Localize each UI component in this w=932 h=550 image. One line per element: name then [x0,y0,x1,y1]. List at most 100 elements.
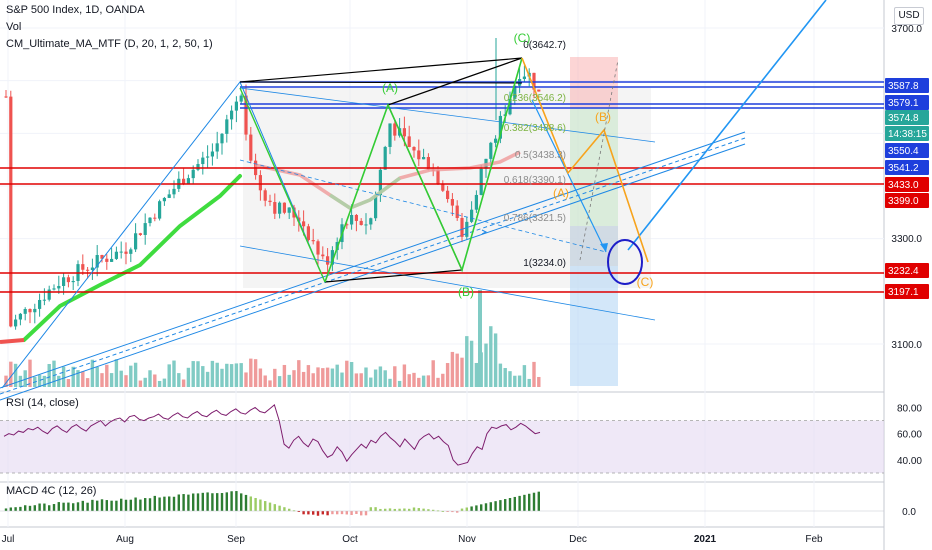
candle-body [206,156,210,158]
volume-bar [354,373,359,387]
candle-body [302,221,306,227]
channel-line [0,131,746,389]
volume-bar [431,360,435,387]
macd-bar [278,505,281,511]
ma-line [329,176,402,210]
volume-bar [37,374,42,387]
volume-bar [162,378,167,387]
candle-body [230,110,234,120]
candle-body [9,96,13,327]
fib-diagonal [579,59,619,261]
macd-bar [76,502,80,511]
candle-body [441,184,445,191]
macd-bar [139,499,142,511]
macd-bar [96,500,99,511]
macd-bar [158,497,161,511]
macd-bar [144,498,147,511]
macd-bar [513,496,516,511]
volume-bar [268,380,272,387]
volume-bar [421,375,426,387]
channel-line [239,245,656,321]
volume-bar [119,370,123,387]
macd-bar [4,508,8,511]
volume-bar [402,364,407,387]
drawings [0,0,884,401]
macd-bar [57,502,60,511]
macd-bar [259,499,262,511]
candle-body [422,157,426,160]
candle-body [23,309,27,314]
time-tick: 2021 [694,534,717,545]
macd-bar [244,494,248,511]
candle-body [374,195,378,219]
projection-arrow [531,99,607,253]
macd-bar [9,507,12,511]
volume-bar [71,366,75,387]
candle-body [383,146,387,170]
macd-bar [268,502,272,511]
candle-body [81,264,85,270]
price-tag-label: 3550.4 [888,146,919,157]
macd-pane: 0.0 [0,491,916,518]
candle-body [249,134,253,161]
time-tick: Jul [2,534,15,545]
volume-bar [105,364,109,387]
volume-bar [460,357,464,387]
volume-bar [186,367,191,387]
price-tick: 3100.0 [891,340,922,351]
candle-body [57,285,61,289]
macd-bar [216,493,219,511]
macd-label: MACD 4C (12, 26) [6,485,97,497]
volume-bar [340,372,344,387]
candle-body [225,119,229,134]
volume-bar [196,361,200,387]
volume-bar [23,370,27,387]
volume-bar [61,366,66,387]
volume-bar [181,379,186,387]
volume-bar [234,363,239,387]
macd-bar [110,500,113,511]
macd-bar [81,500,84,511]
volume-bar [325,367,330,387]
macd-bar [412,507,416,511]
volume-bar [465,336,469,387]
candle-body [417,150,421,160]
volume-bar [484,343,488,387]
rsi-line [3,404,541,466]
symbol-title: S&P 500 Index, 1D, OANDA [6,4,145,16]
volume-bar [455,353,459,387]
currency-button[interactable]: USD [894,7,924,25]
price-tag [885,284,929,299]
volume-bar [229,364,234,387]
macd-bar [273,504,276,511]
macd-bar [254,497,257,511]
volume-bar [493,333,498,387]
candle-body [345,224,349,226]
macd-bar [48,505,51,511]
macd-bar [105,500,108,511]
arrow-head [600,243,608,252]
macd-bar [312,511,315,515]
volume-bar [522,365,527,387]
macd-bar [225,492,228,511]
rsi-label: RSI (14, close) [6,397,79,409]
candle-body [412,146,416,151]
candle-body [42,299,46,301]
candle-body [330,250,334,265]
price-tag [885,160,929,175]
target-circle [607,239,643,285]
candle-body [220,133,224,144]
candle-body [66,277,70,283]
volume-bar [225,363,229,387]
macd-bar [302,511,305,515]
time-axis: Jul Aug Sep Oct Nov Dec 2021 Feb [2,534,823,545]
volume-bar [287,374,291,387]
macd-bar [336,511,339,515]
macd-bar [38,503,41,511]
volume-bar [316,367,320,387]
candle-body [210,151,214,157]
time-tick: Oct [342,534,358,545]
candle-body [508,98,512,115]
rsi-tick: 40.00 [897,456,922,467]
rsi-band [0,420,884,473]
